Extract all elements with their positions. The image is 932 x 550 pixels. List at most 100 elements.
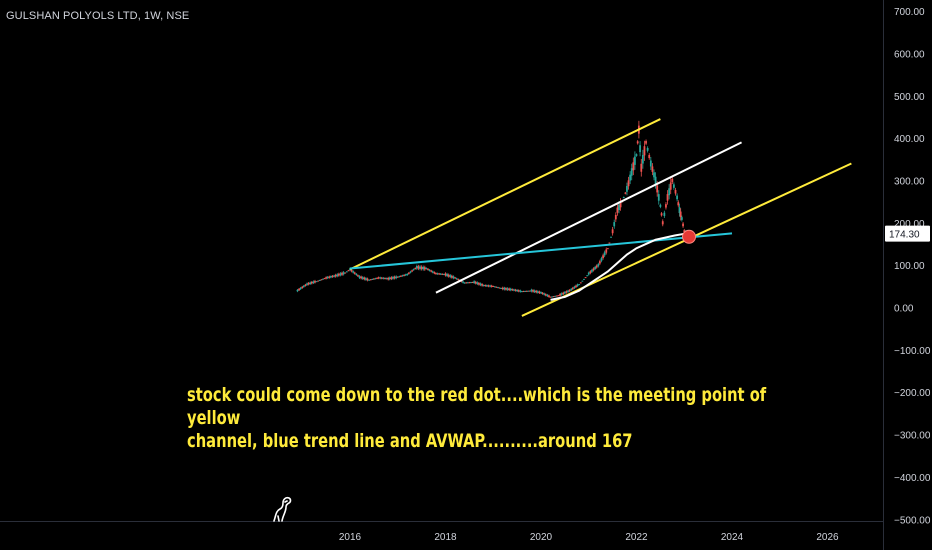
price-candle [382, 277, 385, 279]
price-candle [344, 272, 347, 274]
price-candle [433, 272, 436, 274]
price-candle [632, 162, 635, 171]
price-candle [608, 242, 611, 244]
price-candle [528, 290, 531, 292]
price-candle [613, 222, 616, 227]
price-candle [357, 275, 359, 277]
price-candle [581, 280, 584, 282]
price-candle [307, 282, 310, 285]
price-candle [380, 277, 383, 279]
price-candle [635, 154, 638, 156]
price-candle [415, 266, 418, 269]
price-candle [522, 291, 525, 293]
price-candle [365, 278, 367, 280]
price-candle [322, 278, 324, 280]
price-candle [532, 290, 534, 292]
price-candle [541, 292, 544, 295]
tradingview-dino-icon[interactable] [270, 495, 294, 523]
price-candle [622, 196, 625, 198]
price-candle [570, 288, 573, 291]
price-candle [342, 272, 345, 275]
chart-annotation: stock could come down to the red dot....… [187, 384, 772, 453]
price-candle [325, 277, 328, 279]
price-candle [653, 172, 655, 178]
price-candle [358, 276, 361, 278]
price-candle [312, 281, 315, 284]
price-candle [508, 288, 511, 291]
price-tick-label: 400.00 [894, 134, 925, 145]
price-candle [374, 278, 377, 280]
price-candle [597, 264, 600, 267]
price-candle [438, 273, 441, 275]
price-candle [455, 278, 458, 280]
price-candle [443, 273, 445, 275]
price-candle [516, 289, 519, 292]
price-candle [309, 282, 312, 285]
time-tick-label: 2022 [625, 532, 648, 543]
price-candle [535, 290, 538, 293]
price-candle [326, 276, 329, 279]
price-candle [376, 277, 378, 279]
price-candle [411, 270, 413, 272]
price-candle [449, 275, 452, 278]
price-candle [651, 166, 654, 172]
price-candle [450, 275, 453, 278]
price-candle [366, 278, 369, 281]
price-candle [578, 284, 581, 286]
price-candle [331, 275, 334, 278]
price-candle [396, 276, 399, 278]
price-tick-label: 700.00 [894, 7, 925, 18]
price-candle [350, 269, 353, 272]
price-candle [665, 204, 667, 208]
price-candle [660, 213, 663, 216]
target-red-dot [682, 229, 697, 244]
price-candle [302, 285, 305, 287]
price-candle [513, 289, 515, 291]
price-candle [372, 278, 375, 280]
price-candle [619, 201, 622, 208]
price-candle [500, 287, 503, 289]
price-candle [377, 277, 380, 279]
price-candle [649, 160, 652, 167]
price-candle [540, 292, 542, 294]
price-candle [414, 267, 417, 269]
price-candle [611, 229, 614, 234]
price-candle [428, 269, 431, 271]
price-candle [536, 291, 539, 293]
price-candle [485, 285, 488, 287]
price-candle [576, 284, 579, 287]
price-candle [369, 279, 372, 281]
price-candle [404, 274, 407, 276]
avwap-line [550, 232, 690, 301]
price-candle [304, 284, 307, 286]
price-candle [525, 290, 528, 292]
price-candle [509, 288, 512, 291]
price-candle [299, 287, 302, 290]
yellow-channel-upper-line [349, 118, 661, 271]
price-candle [606, 248, 609, 250]
price-candle [393, 276, 396, 279]
price-candle [659, 204, 662, 207]
price-candle [626, 186, 628, 192]
time-tick-label: 2024 [721, 532, 744, 543]
price-candle [392, 276, 394, 279]
price-tick-label: 600.00 [894, 49, 925, 60]
time-tick-label: 2016 [339, 532, 362, 543]
price-candle [657, 194, 660, 201]
time-tick-label: 2020 [530, 532, 553, 543]
price-candle [683, 230, 686, 233]
price-candle [482, 284, 485, 286]
time-tick-label: 2026 [816, 532, 839, 543]
price-candle [473, 281, 476, 283]
price-candle [465, 282, 468, 284]
price-candle [422, 266, 425, 270]
price-candle [677, 202, 680, 206]
price-candle [479, 283, 482, 286]
price-axis-border [883, 0, 884, 550]
price-candle [592, 268, 595, 271]
price-candle [379, 277, 382, 279]
price-candle [587, 272, 590, 275]
price-candle [497, 287, 499, 289]
price-candle [605, 249, 608, 253]
